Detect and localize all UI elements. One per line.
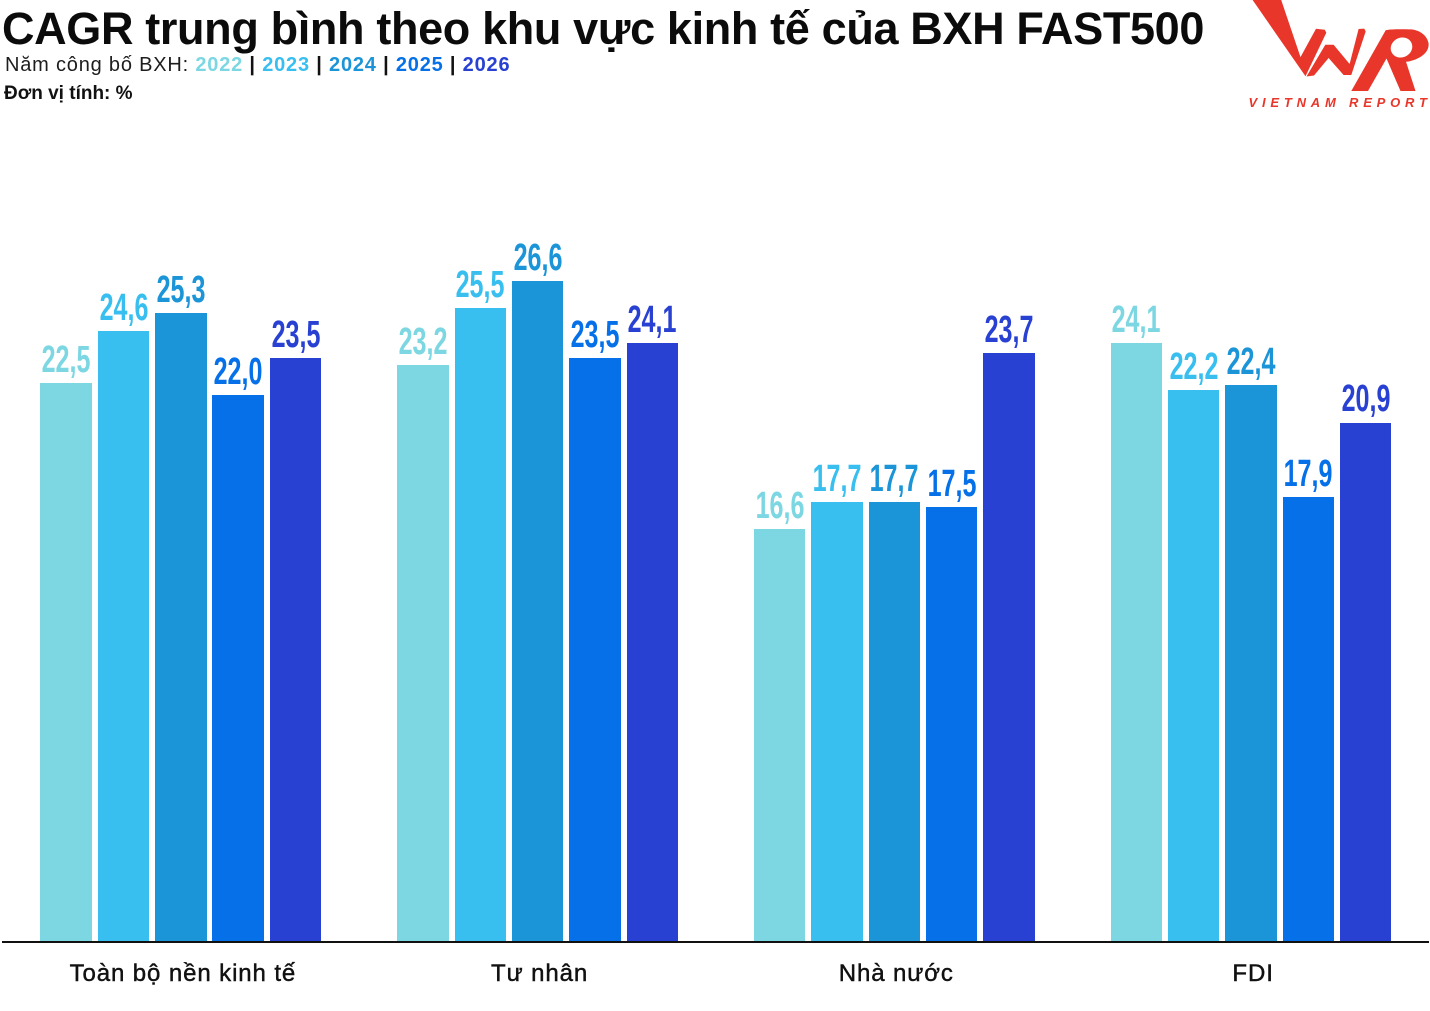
svg-text:VIETNAM REPORT: VIETNAM REPORT [1249,95,1430,110]
